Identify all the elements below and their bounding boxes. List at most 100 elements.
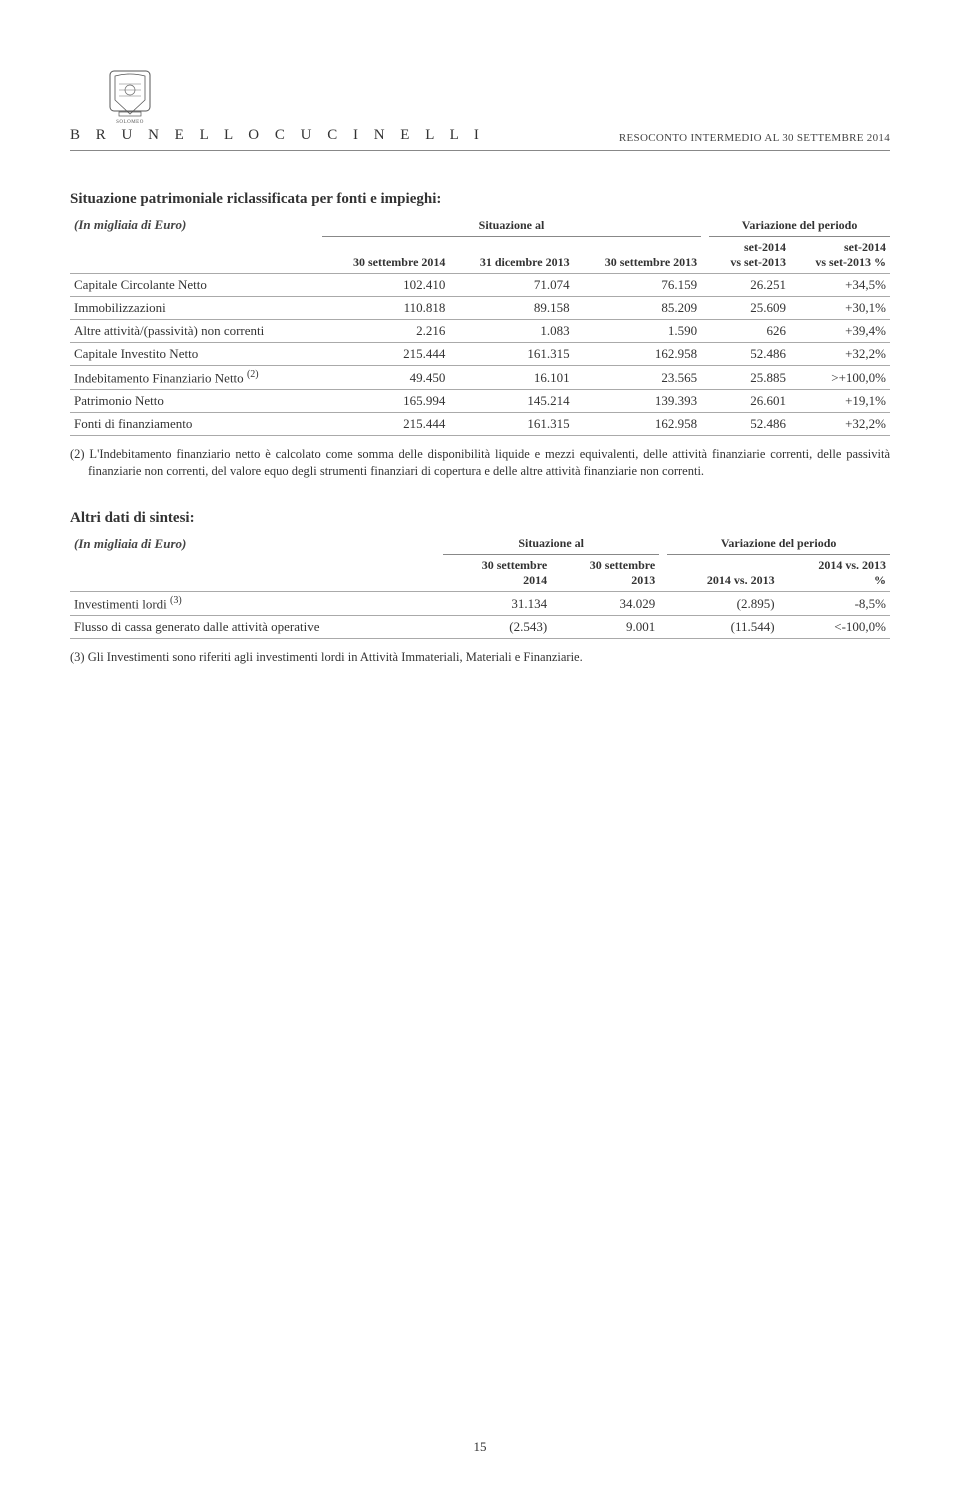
row-sup: (2): [247, 369, 259, 380]
table2-col2a: 30 settembre: [590, 558, 655, 572]
cell-v1: 215.444: [322, 412, 450, 435]
cell-v2: 71.074: [449, 273, 573, 296]
header-rule: [70, 150, 890, 151]
cell-v4: 25.609: [709, 296, 790, 319]
logo-block: SOLOMEO: [100, 70, 160, 125]
table-row: Patrimonio Netto165.994145.214139.39326.…: [70, 389, 890, 412]
cell-v4: 52.486: [709, 412, 790, 435]
cell-v5: +32,2%: [790, 412, 890, 435]
cell-v2: 161.315: [449, 342, 573, 365]
table1-col2: 31 dicembre 2013: [449, 236, 573, 273]
table1-col4b: vs set-2013: [730, 255, 786, 269]
cell-v5: +39,4%: [790, 319, 890, 342]
cell-v5: +30,1%: [790, 296, 890, 319]
table-row: Capitale Circolante Netto 102.41071.07476…: [70, 273, 890, 296]
row-label: Investimenti lordi: [74, 596, 170, 611]
table-row: Fonti di finanziamento 215.444161.315162.…: [70, 412, 890, 435]
cell-v2: 161.315: [449, 412, 573, 435]
table1-col5: set-2014 vs set-2013 %: [790, 236, 890, 273]
cell-v5: +34,5%: [790, 273, 890, 296]
cell-v4: -8,5%: [779, 592, 890, 616]
cell-v1: 102.410: [322, 273, 450, 296]
table2-col1b: 2014: [523, 573, 547, 587]
cell-v1: 215.444: [322, 342, 450, 365]
table-row: Capitale Investito Netto215.444161.31516…: [70, 342, 890, 365]
report-title: RESOCONTO INTERMEDIO AL 30 SETTEMBRE 201…: [619, 132, 890, 144]
cell-v3: 76.159: [574, 273, 702, 296]
cell-v2: 1.083: [449, 319, 573, 342]
brand-name: B R U N E L L O C U C I N E L L I: [70, 127, 485, 144]
cell-v3: 23.565: [574, 365, 702, 389]
cell-v1: 110.818: [322, 296, 450, 319]
cell-v2: 89.158: [449, 296, 573, 319]
table2-col4b: %: [874, 573, 886, 587]
table2-col3: 2014 vs. 2013: [667, 555, 778, 592]
table1-title: Situazione patrimoniale riclassificata p…: [70, 191, 890, 208]
table2-group-variazione: Variazione del periodo: [667, 533, 890, 555]
table2-col4a: 2014 vs. 2013: [818, 558, 886, 572]
row-label: Flusso di cassa generato dalle attività …: [74, 619, 319, 634]
cell-v5: +32,2%: [790, 342, 890, 365]
cell-v4: <-100,0%: [779, 616, 890, 639]
table1-col1: 30 settembre 2014: [322, 236, 450, 273]
table1-col4a: set-2014: [744, 240, 786, 254]
cell-v2: 34.029: [551, 592, 659, 616]
row-label: Fonti di finanziamento: [74, 416, 192, 431]
table-row: Altre attività/(passività) non correnti2…: [70, 319, 890, 342]
cell-v5: >+100,0%: [790, 365, 890, 389]
table2-col1: 30 settembre 2014: [443, 555, 551, 592]
cell-v4: 52.486: [709, 342, 790, 365]
cell-v3: (2.895): [667, 592, 778, 616]
table2-title: Altri dati di sintesi:: [70, 510, 890, 527]
table1-group-header-row: (In migliaia di Euro) Situazione al Vari…: [70, 214, 890, 236]
table2-col4: 2014 vs. 2013 %: [779, 555, 890, 592]
header-row: B R U N E L L O C U C I N E L L I RESOCO…: [70, 127, 890, 144]
row-label: Altre attività/(passività) non correnti: [74, 323, 264, 338]
cell-v2: 16.101: [449, 365, 573, 389]
table1-footnote: (2) L'Indebitamento finanziario netto è …: [70, 446, 890, 480]
cell-v4: 26.251: [709, 273, 790, 296]
table2-col-header-row: 30 settembre 2014 30 settembre 2013 2014…: [70, 555, 890, 592]
cell-v3: (11.544): [667, 616, 778, 639]
row-label: Indebitamento Finanziario Netto: [74, 370, 247, 385]
cell-v2: 145.214: [449, 389, 573, 412]
table1-group-variazione: Variazione del periodo: [709, 214, 890, 236]
table1: (In migliaia di Euro) Situazione al Vari…: [70, 214, 890, 436]
table1-col5a: set-2014: [844, 240, 886, 254]
table1-group-situazione: Situazione al: [322, 214, 701, 236]
table2-group-situazione: Situazione al: [443, 533, 659, 555]
row-label: Capitale Circolante Netto: [74, 277, 207, 292]
cell-v5: +19,1%: [790, 389, 890, 412]
table2: (In migliaia di Euro) Situazione al Vari…: [70, 533, 890, 640]
table-row: Flusso di cassa generato dalle attività …: [70, 616, 890, 639]
cell-v2: 9.001: [551, 616, 659, 639]
cell-v4: 25.885: [709, 365, 790, 389]
table2-unit: (In migliaia di Euro): [74, 536, 186, 551]
cell-v1: 31.134: [443, 592, 551, 616]
cell-v3: 162.958: [574, 342, 702, 365]
table-row: Indebitamento Finanziario Netto (2) 49.45…: [70, 365, 890, 389]
page-number: 15: [0, 1439, 960, 1455]
table1-col-header-row: 30 settembre 2014 31 dicembre 2013 30 se…: [70, 236, 890, 273]
page: SOLOMEO B R U N E L L O C U C I N E L L …: [0, 0, 960, 1485]
cell-v4: 626: [709, 319, 790, 342]
row-label: Patrimonio Netto: [74, 393, 164, 408]
table1-col5b: vs set-2013 %: [815, 255, 886, 269]
crest-logo-icon: [109, 70, 151, 118]
cell-v1: (2.543): [443, 616, 551, 639]
table2-col2: 30 settembre 2013: [551, 555, 659, 592]
row-label: Immobilizzazioni: [74, 300, 166, 315]
table2-group-header-row: (In migliaia di Euro) Situazione al Vari…: [70, 533, 890, 555]
table2-col1a: 30 settembre: [482, 558, 547, 572]
table1-col4: set-2014 vs set-2013: [709, 236, 790, 273]
cell-v1: 49.450: [322, 365, 450, 389]
table1-col3: 30 settembre 2013: [574, 236, 702, 273]
table-row: Immobilizzazioni 110.81889.15885.209 25.60…: [70, 296, 890, 319]
table2-footnote: (3) Gli Investimenti sono riferiti agli …: [70, 649, 890, 666]
cell-v4: 26.601: [709, 389, 790, 412]
cell-v3: 85.209: [574, 296, 702, 319]
row-sup: (3): [170, 595, 182, 606]
table1-unit: (In migliaia di Euro): [74, 217, 186, 232]
table-row: Investimenti lordi (3) 31.13434.029 (2.895…: [70, 592, 890, 616]
cell-v3: 162.958: [574, 412, 702, 435]
